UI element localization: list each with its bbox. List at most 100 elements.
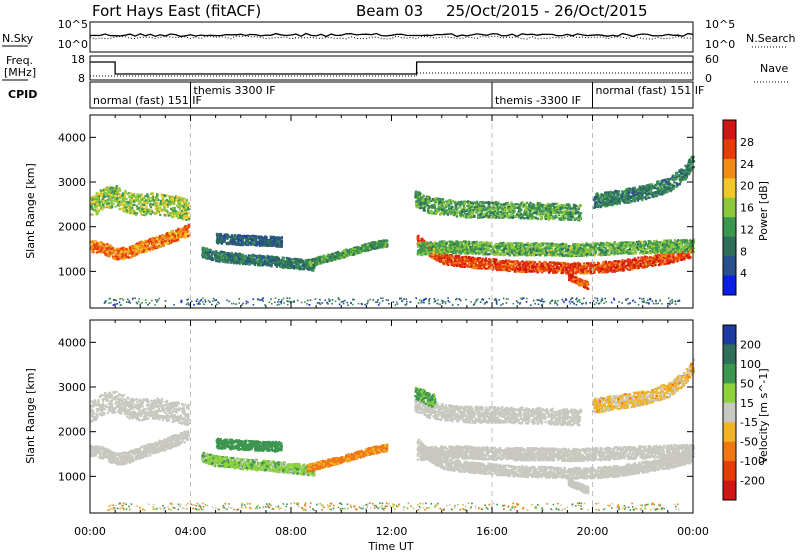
data-point bbox=[113, 252, 115, 254]
data-point bbox=[447, 263, 449, 265]
data-point bbox=[385, 244, 387, 246]
data-point bbox=[184, 211, 186, 213]
data-point bbox=[239, 238, 241, 240]
data-point bbox=[461, 264, 463, 266]
data-point bbox=[158, 208, 160, 210]
data-point bbox=[216, 240, 218, 242]
data-point bbox=[331, 253, 333, 255]
data-point bbox=[251, 237, 253, 239]
data-point bbox=[246, 236, 248, 238]
data-point bbox=[275, 237, 277, 239]
data-point bbox=[109, 254, 111, 256]
data-point bbox=[382, 245, 384, 247]
data-point bbox=[133, 200, 135, 202]
data-point bbox=[373, 241, 375, 243]
data-point bbox=[135, 250, 137, 252]
data-point bbox=[127, 251, 129, 253]
data-point bbox=[187, 204, 189, 206]
data-point bbox=[251, 254, 253, 256]
data-point bbox=[313, 264, 315, 266]
data-point bbox=[109, 193, 111, 195]
data-point bbox=[357, 251, 359, 253]
data-point bbox=[138, 199, 140, 201]
data-point bbox=[243, 263, 245, 265]
data-point bbox=[349, 248, 351, 250]
data-point bbox=[154, 213, 156, 215]
data-point bbox=[115, 253, 117, 255]
data-point bbox=[513, 260, 515, 262]
data-point bbox=[164, 235, 166, 237]
data-point bbox=[599, 264, 601, 266]
cpid-strip: CPID normal (fast) 151 IFthemis 3300 IFt… bbox=[8, 82, 704, 108]
data-point bbox=[140, 194, 142, 196]
data-point bbox=[178, 211, 180, 213]
data-point bbox=[156, 243, 158, 245]
data-point bbox=[144, 214, 146, 216]
data-point bbox=[160, 200, 162, 202]
data-point bbox=[333, 258, 335, 260]
data-point bbox=[307, 268, 309, 270]
data-point bbox=[153, 239, 155, 241]
data-point bbox=[107, 205, 109, 207]
data-point bbox=[506, 266, 508, 268]
data-point bbox=[107, 195, 109, 197]
data-point bbox=[115, 187, 117, 189]
data-point bbox=[203, 250, 205, 252]
data-point bbox=[107, 186, 109, 188]
data-point bbox=[226, 235, 228, 237]
data-point bbox=[158, 242, 160, 244]
data-point bbox=[140, 248, 142, 250]
data-point bbox=[278, 258, 280, 260]
data-point bbox=[116, 185, 118, 187]
data-point bbox=[116, 198, 118, 200]
data-point bbox=[218, 236, 220, 238]
freq-left-tick-top: 18 bbox=[71, 53, 85, 66]
data-point bbox=[269, 245, 271, 247]
data-point bbox=[613, 269, 615, 271]
data-point bbox=[676, 255, 678, 257]
data-point bbox=[245, 263, 247, 265]
data-point bbox=[371, 246, 373, 248]
data-point bbox=[307, 263, 309, 265]
data-point bbox=[97, 209, 99, 211]
data-point bbox=[293, 266, 295, 268]
data-point bbox=[155, 199, 157, 201]
data-point bbox=[124, 251, 126, 253]
data-point bbox=[100, 241, 102, 243]
data-point bbox=[216, 236, 218, 238]
data-point bbox=[152, 203, 154, 205]
data-point bbox=[220, 239, 222, 241]
data-point bbox=[229, 262, 231, 264]
data-point bbox=[661, 258, 663, 260]
data-point bbox=[161, 241, 163, 243]
data-point bbox=[164, 214, 166, 216]
data-point bbox=[238, 235, 240, 237]
data-point bbox=[150, 241, 152, 243]
data-point bbox=[319, 260, 321, 262]
data-point bbox=[552, 272, 554, 274]
data-point bbox=[146, 250, 148, 252]
data-point bbox=[171, 230, 173, 232]
data-point bbox=[226, 257, 228, 259]
data-point bbox=[254, 237, 256, 239]
data-point bbox=[140, 213, 142, 215]
data-point bbox=[117, 254, 119, 256]
data-point bbox=[136, 205, 138, 207]
data-point bbox=[171, 240, 173, 242]
data-point bbox=[261, 258, 263, 260]
data-point bbox=[283, 267, 285, 269]
data-point bbox=[177, 234, 179, 236]
data-point bbox=[276, 265, 278, 267]
data-point bbox=[129, 248, 131, 250]
data-point bbox=[149, 238, 151, 240]
data-point bbox=[153, 199, 155, 201]
data-point bbox=[380, 242, 382, 244]
data-point bbox=[262, 243, 264, 245]
data-point bbox=[282, 257, 284, 259]
data-point bbox=[147, 195, 149, 197]
data-point bbox=[299, 266, 301, 268]
data-point bbox=[119, 256, 121, 258]
data-point bbox=[156, 197, 158, 199]
data-point bbox=[165, 210, 167, 212]
data-point bbox=[271, 260, 273, 262]
